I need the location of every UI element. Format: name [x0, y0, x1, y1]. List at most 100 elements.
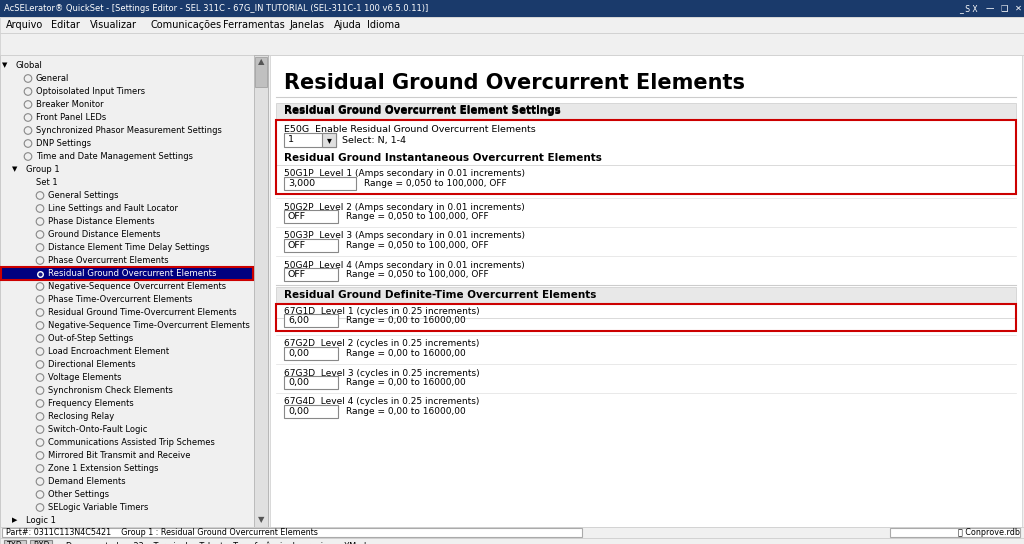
Text: Residual Ground Overcurrent Element Settings: Residual Ground Overcurrent Element Sett…: [284, 106, 561, 116]
Text: 67G4D  Level 4 (cycles in 0.25 increments): 67G4D Level 4 (cycles in 0.25 increments…: [284, 398, 479, 406]
Text: Load Encroachment Element: Load Encroachment Element: [48, 347, 169, 356]
Text: Distance Element Time Delay Settings: Distance Element Time Delay Settings: [48, 243, 210, 252]
Text: Janelas: Janelas: [289, 20, 324, 30]
Text: SELogic Variable Timers: SELogic Variable Timers: [48, 503, 148, 512]
Text: Ground Distance Elements: Ground Distance Elements: [48, 230, 161, 239]
Text: Range = 0,00 to 16000,00: Range = 0,00 to 16000,00: [346, 349, 466, 358]
Text: Range = 0,00 to 16000,00: Range = 0,00 to 16000,00: [346, 316, 466, 325]
Bar: [0, 0, 1024, 17]
Text: 1: 1: [288, 135, 294, 145]
Text: Group 2: Group 2: [26, 542, 59, 544]
Text: Residual Ground Definite-Time Overcurrent Elements: Residual Ground Definite-Time Overcurren…: [284, 290, 596, 300]
Text: 0,00: 0,00: [288, 378, 309, 387]
Text: Select: N, 1-4: Select: N, 1-4: [342, 135, 406, 145]
Text: Residual Ground Overcurrent Elements: Residual Ground Overcurrent Elements: [48, 269, 216, 278]
Bar: [1011, 0, 1024, 17]
Text: Editar: Editar: [50, 20, 80, 30]
Text: ▲: ▲: [258, 58, 264, 66]
Text: Communications Assisted Trip Schemes: Communications Assisted Trip Schemes: [48, 438, 215, 447]
Text: 50G1P  Level 1 (Amps secondary in 0.01 increments): 50G1P Level 1 (Amps secondary in 0.01 in…: [284, 170, 525, 178]
Text: Set 1: Set 1: [36, 178, 57, 187]
Text: ✕: ✕: [1015, 4, 1022, 13]
Text: Directional Elements: Directional Elements: [48, 360, 135, 369]
Text: General Settings: General Settings: [48, 191, 119, 200]
Text: Phase Time-Overcurrent Elements: Phase Time-Overcurrent Elements: [48, 295, 193, 304]
Text: Switch-Onto-Fault Logic: Switch-Onto-Fault Logic: [48, 425, 147, 434]
Text: 50G3P  Level 3 (Amps secondary in 0.01 increments): 50G3P Level 3 (Amps secondary in 0.01 in…: [284, 232, 525, 240]
Bar: [284, 314, 338, 327]
Bar: [284, 133, 336, 147]
Text: Frequency Elements: Frequency Elements: [48, 399, 134, 408]
Bar: [255, 57, 267, 87]
Text: E50G  Enable Residual Ground Overcurrent Elements: E50G Enable Residual Ground Overcurrent …: [284, 125, 536, 133]
Text: Synchronism Check Elements: Synchronism Check Elements: [48, 386, 173, 395]
Text: 0,00: 0,00: [288, 407, 309, 416]
Bar: [0, 55, 268, 527]
Text: Ajuda: Ajuda: [334, 20, 361, 30]
Text: OFF: OFF: [288, 270, 306, 279]
Bar: [284, 405, 338, 418]
Text: 67G3D  Level 3 (cycles in 0.25 increments): 67G3D Level 3 (cycles in 0.25 increments…: [284, 368, 479, 378]
Bar: [322, 133, 336, 147]
Bar: [4, 540, 26, 544]
Text: Breaker Monitor: Breaker Monitor: [36, 100, 103, 109]
Text: Arquivo: Arquivo: [6, 20, 43, 30]
Text: DNP Settings: DNP Settings: [36, 139, 91, 148]
Text: Residual Ground Overcurrent Element Settings: Residual Ground Overcurrent Element Sett…: [284, 105, 561, 115]
Text: Other Settings: Other Settings: [48, 490, 110, 499]
Text: 0,00: 0,00: [288, 349, 309, 358]
Text: 50G4P  Level 4 (Amps secondary in 0.01 increments): 50G4P Level 4 (Amps secondary in 0.01 in…: [284, 261, 524, 269]
Text: Range = 0,050 to 100,000, OFF: Range = 0,050 to 100,000, OFF: [346, 241, 488, 250]
Bar: [254, 55, 268, 527]
Text: 3,000: 3,000: [288, 179, 315, 188]
Text: Global: Global: [16, 61, 43, 70]
Text: 6,00: 6,00: [288, 316, 309, 325]
Text: Line Settings and Fault Locator: Line Settings and Fault Locator: [48, 204, 178, 213]
Text: Range = 0,050 to 100,000, OFF: Range = 0,050 to 100,000, OFF: [364, 179, 507, 188]
Bar: [276, 304, 1016, 331]
Bar: [284, 268, 338, 281]
Text: Front Panel LEDs: Front Panel LEDs: [36, 113, 106, 122]
Bar: [1, 267, 253, 280]
Text: Mirrored Bit Transmit and Receive: Mirrored Bit Transmit and Receive: [48, 451, 190, 460]
Bar: [284, 347, 338, 360]
Bar: [0, 527, 1024, 538]
Text: Voltage Elements: Voltage Elements: [48, 373, 122, 382]
Text: Synchronized Phasor Measurement Settings: Synchronized Phasor Measurement Settings: [36, 126, 222, 135]
Text: ▼: ▼: [258, 516, 264, 524]
Text: Demand Elements: Demand Elements: [48, 477, 126, 486]
Bar: [284, 376, 338, 389]
Bar: [0, 33, 1024, 55]
Text: ❑: ❑: [1000, 4, 1008, 13]
Text: OFF: OFF: [288, 241, 306, 250]
Text: 50G2P  Level 2 (Amps secondary in 0.01 increments): 50G2P Level 2 (Amps secondary in 0.01 in…: [284, 202, 524, 212]
Bar: [0, 17, 1024, 33]
Bar: [270, 55, 1022, 527]
Text: Idioma: Idioma: [367, 20, 400, 30]
Text: ▾: ▾: [327, 135, 332, 145]
Text: AcSELerator® QuickSet - [Settings Editor - SEL 311C - 67G_IN TUTORIAL (SEL-311C-: AcSELerator® QuickSet - [Settings Editor…: [4, 4, 428, 13]
Text: —: —: [986, 4, 994, 13]
Text: Comunicações: Comunicações: [151, 20, 221, 30]
Text: Range = 0,00 to 16000,00: Range = 0,00 to 16000,00: [346, 378, 466, 387]
Bar: [2, 528, 582, 537]
Bar: [890, 528, 1020, 537]
Bar: [276, 287, 1016, 303]
Bar: [284, 177, 356, 190]
Text: Residual Ground Overcurrent Elements: Residual Ground Overcurrent Elements: [284, 73, 745, 93]
Text: Visualizar: Visualizar: [89, 20, 136, 30]
Bar: [276, 103, 1016, 119]
Text: Phase Distance Elements: Phase Distance Elements: [48, 217, 155, 226]
Text: ▶: ▶: [12, 517, 17, 523]
Bar: [30, 540, 52, 544]
Text: Negative-Sequence Time-Overcurrent Elements: Negative-Sequence Time-Overcurrent Eleme…: [48, 321, 250, 330]
Text: General: General: [36, 74, 70, 83]
Text: OFF: OFF: [288, 212, 306, 221]
Text: 67G1D  Level 1 (cycles in 0.25 increments): 67G1D Level 1 (cycles in 0.25 increments…: [284, 306, 479, 316]
Text: _ S X: _ S X: [959, 4, 978, 13]
Bar: [284, 210, 338, 223]
Bar: [284, 239, 338, 252]
Text: Reclosing Relay: Reclosing Relay: [48, 412, 115, 421]
Text: Logic 1: Logic 1: [26, 516, 56, 525]
Text: Optoisolated Input Timers: Optoisolated Input Timers: [36, 87, 145, 96]
